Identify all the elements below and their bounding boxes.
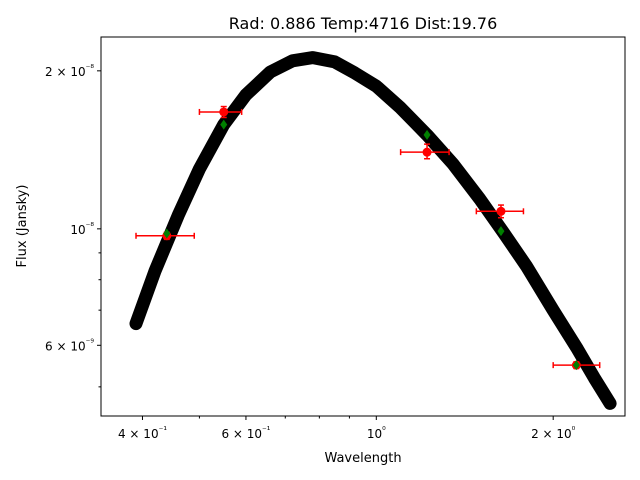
axes-frame [100,36,626,417]
chart-title: Rad: 0.886 Temp:4716 Dist:19.76 [229,14,498,33]
model-band-point-3 [497,226,505,237]
plot-area [129,51,617,410]
x-tick-label-3: 2 × 10⁰ [531,426,576,441]
x-axis-label: Wavelength [324,451,401,466]
observed-marker [422,147,432,157]
observed-point-3 [475,204,525,219]
observed-point-1 [198,105,243,119]
y-tick-label-1: 10⁻⁸ [70,222,94,237]
model-band-points [163,119,580,371]
y-axis-ticks: 6 × 10⁻⁹ 10⁻⁸ 2 × 10⁻⁸ [45,64,101,388]
observed-marker [496,206,506,216]
observed-marker [219,107,229,117]
model-band-point-1 [220,119,228,130]
x-tick-label-0: 4 × 10⁻¹ [118,426,167,441]
y-tick-label-2: 2 × 10⁻⁸ [45,64,94,79]
model-band-point-4 [572,360,580,371]
observed-point-2 [399,143,450,160]
model-curve [129,51,617,410]
x-tick-label-1: 6 × 10⁻¹ [221,426,270,441]
x-tick-label-2: 10⁰ [367,426,386,441]
model-band-point-2 [423,129,431,140]
y-tick-label-0: 6 × 10⁻⁹ [45,338,94,353]
x-axis-ticks: 4 × 10⁻¹ 6 × 10⁻¹ 10⁰ 2 × 10⁰ [118,416,576,441]
model-band-point-0 [163,228,171,239]
model-curve-line [129,51,617,410]
y-axis-label: Flux (Jansky) [15,185,30,268]
